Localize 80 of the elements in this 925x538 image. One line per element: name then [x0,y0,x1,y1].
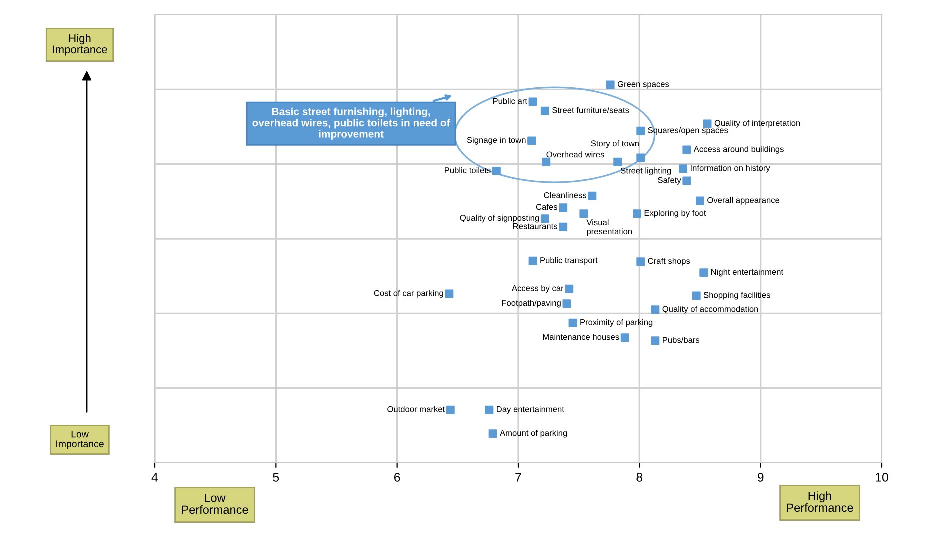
point [682,146,692,154]
annotation: Quality of accommodation [662,306,758,314]
point [528,98,538,106]
x-tick-label: 9 [758,473,764,482]
point [651,306,660,314]
point [703,120,712,128]
annotation: Cost of car parking [374,290,444,298]
point [540,214,550,224]
text: Low Performance [182,494,248,514]
annotation: Green spaces [618,81,670,89]
point [636,154,646,162]
point [445,290,454,298]
point [446,406,455,414]
point [606,80,615,90]
annotation: Restaurants [514,224,558,230]
annotation: Overall appearance [708,197,780,205]
point [636,126,646,136]
point [542,158,551,166]
point [700,268,708,278]
annotation: Basic street furnishing, lighting, overhead wires, public toilets in need of improvement [252,108,450,140]
x-tick-label: 7 [516,473,522,482]
annotation: Proximity of parking [580,319,653,328]
annotation: Footpath/paving [502,300,561,308]
annotation: Visual presentation [586,219,632,236]
annotation: Access by car [512,285,564,294]
point [562,300,572,308]
point [636,258,646,266]
point [565,284,574,294]
x-tick-label: 10 [876,473,888,482]
annotation: Shopping facilities [704,292,770,300]
point [528,256,538,266]
x-tick-label: 6 [394,473,400,482]
annotation: Squares/open spaces [648,127,728,135]
annotation: Overhead wires [546,152,604,158]
x-tick-label: 4 [152,473,158,482]
text: Low Importance [56,430,104,450]
annotation: Quality of interpretation [714,120,800,128]
text: High Importance [53,34,108,56]
point [633,210,642,218]
point [580,210,588,218]
point [682,176,692,186]
point [559,204,568,212]
point [485,406,494,414]
annotation: Exploring by foot [644,210,706,218]
annotation: Quality of signposting [460,214,540,223]
annotation: Day entertainment [497,406,564,414]
text: High Performance [787,492,854,512]
point [651,336,660,346]
point [679,164,688,174]
point [540,106,550,116]
annotation: Craft shops [648,258,690,266]
annotation: Access around buildings [694,146,784,154]
annotation: Story of town [591,140,639,148]
point [528,136,536,146]
point [568,318,578,328]
point [588,192,597,200]
point [692,292,701,300]
point [492,166,501,176]
annotation: Amount of parking [500,430,568,438]
annotation: Public transport [540,257,598,266]
annotation: Signage in town [467,137,526,145]
point [488,430,498,438]
annotation: Outdoor market [388,406,446,412]
point [559,222,568,232]
annotation: Night entertainment [712,268,784,277]
point [620,334,630,342]
annotation: Street lighting [621,168,672,176]
x-tick-label: 8 [636,473,643,482]
x-tick-label: 5 [273,473,280,482]
point [696,196,704,206]
point [614,158,622,166]
annotation: Public toilets [445,167,491,174]
annotation: Street furniture/seats [552,107,630,114]
annotation: Safety [658,177,682,185]
annotation: Pubs/bars [663,337,700,344]
annotation: Maintenance houses [543,334,620,340]
annotation: Public art [493,98,528,104]
annotation: Cafes [536,204,558,210]
annotation: Cleanliness [544,192,587,198]
annotation: Information on history [691,165,770,173]
